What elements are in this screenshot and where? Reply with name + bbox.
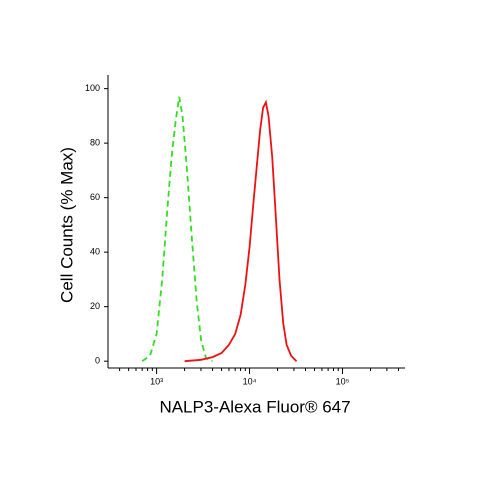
x-tick-label: 10⁴ [243, 376, 257, 386]
y-tick-label: 20 [90, 301, 100, 311]
series-line [141, 96, 213, 363]
x-tick-label: 10³ [150, 376, 163, 386]
x-tick-label: 10⁵ [336, 376, 350, 386]
y-tick-label: 60 [90, 192, 100, 202]
series-line [184, 99, 298, 363]
y-tick-label: 40 [90, 247, 100, 257]
x-axis-title: NALP3-Alexa Fluor® 647 [159, 397, 350, 416]
y-axis-title: Cell Counts (% Max) [57, 147, 76, 303]
y-tick-label: 0 [95, 356, 100, 366]
y-tick-label: 100 [85, 83, 100, 93]
y-tick-label: 80 [90, 138, 100, 148]
